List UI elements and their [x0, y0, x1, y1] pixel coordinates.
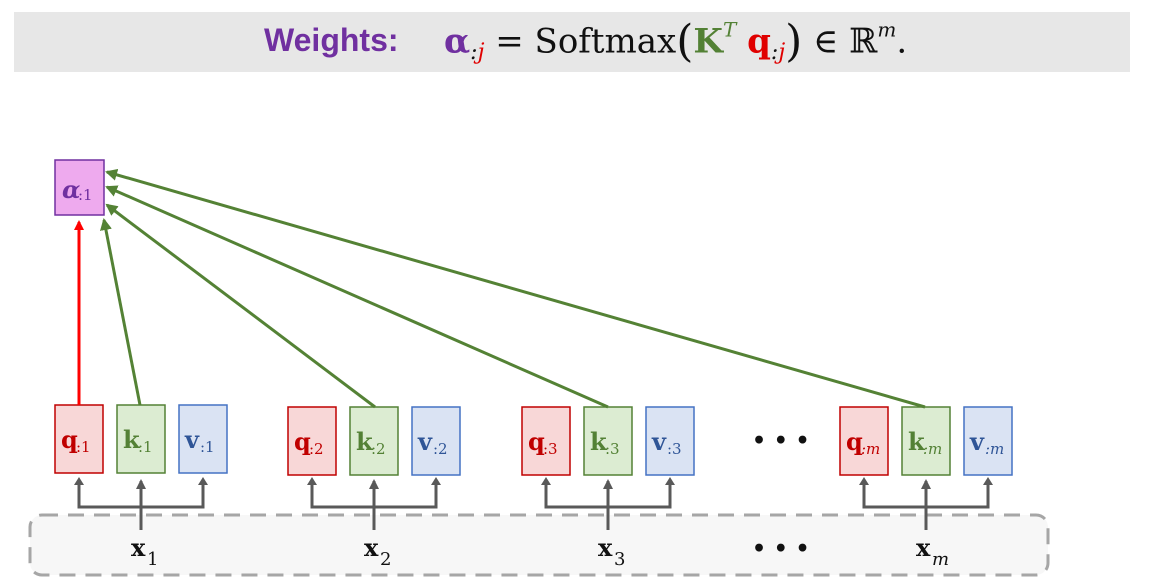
value-subscript-1: :1 — [200, 438, 215, 456]
value-box-3 — [645, 406, 695, 476]
formula-rparen: ) — [785, 16, 803, 67]
input-x-3: x — [598, 533, 613, 562]
value-symbol-1: v — [184, 425, 200, 454]
query-box-2 — [287, 406, 337, 476]
softmax-formula: α:j = Softmax(KT q:j) ∈ ℝm. — [444, 16, 907, 67]
input-arrowhead-value-1 — [198, 477, 208, 485]
key-subscript-2: :2 — [371, 440, 386, 458]
input-x-sub-4: m — [932, 549, 949, 570]
query-box-4 — [839, 406, 889, 476]
input-bracket-1 — [77, 481, 205, 509]
input-x-sub-1: 1 — [147, 549, 158, 570]
formula-q-sub: :j — [771, 40, 785, 65]
key-box-1 — [116, 404, 166, 474]
value-box-1 — [178, 404, 228, 474]
formula-softmax: = Softmax — [484, 21, 677, 62]
key3-to-alpha-arrow — [105, 185, 609, 409]
formula-alpha-sub: :j — [470, 40, 484, 65]
key-symbol-4: k — [908, 427, 926, 456]
qkv-group-4: q:m k:m v:mx m — [839, 406, 1013, 570]
query-subscript-1: :1 — [76, 438, 91, 456]
formula-j2: j — [778, 40, 786, 66]
input-arrowhead-value-3 — [665, 477, 675, 485]
value-symbol-3: v — [651, 427, 667, 456]
keym-to-alpha-arrow — [105, 168, 926, 409]
input-arrowhead-query-3 — [541, 477, 551, 485]
input-arrowhead-query-4 — [859, 477, 869, 485]
query-symbol-1: q — [61, 425, 78, 454]
key-subscript-4: :m — [923, 440, 942, 458]
formula-alpha: α — [444, 21, 471, 62]
input-bracket-3 — [544, 481, 672, 509]
alpha-box-sub: :1 — [78, 186, 93, 204]
formula-m: m — [877, 17, 897, 42]
input-x-sub-2: 2 — [380, 549, 391, 570]
formula-T: T — [722, 17, 737, 42]
key-subscript-1: :1 — [138, 438, 153, 456]
value-symbol-2: v — [417, 427, 433, 456]
key1-to-alpha-arrow — [100, 218, 142, 406]
qkv-groups: q:1 k:1 v:1x 1q:2 k:2 v:2x 2q:3 k:3 v:3x 3q:m k:m v… — [54, 404, 1013, 570]
key-symbol-2: k — [356, 427, 374, 456]
ellipsis-bottom: • • • — [752, 536, 810, 562]
key-box-4 — [901, 406, 951, 476]
key-subscript-3: :3 — [605, 440, 620, 458]
formula-K: K — [693, 21, 723, 62]
input-x-4: x — [916, 533, 931, 562]
input-arrowhead-query-2 — [307, 477, 317, 485]
query-subscript-4: :m — [861, 440, 880, 458]
qkv-group-3: q:3 k:3 v:3x 3 — [521, 406, 695, 570]
query-subscript-3: :3 — [543, 440, 558, 458]
formula-banner: Weights: α:j = Softmax(KT q:j) ∈ ℝm. — [14, 12, 1130, 72]
input-arrowhead-query-1 — [74, 477, 84, 485]
formula-q: q — [747, 21, 771, 62]
formula-colon2: : — [770, 40, 779, 66]
value-box-2 — [411, 406, 461, 476]
query-symbol-3: q — [528, 427, 545, 456]
weights-label: Weights: — [264, 22, 399, 58]
value-symbol-4: v — [969, 427, 985, 456]
key-symbol-3: k — [590, 427, 608, 456]
input-arrowhead-value-4 — [983, 477, 993, 485]
formula-in-reals: ∈ ℝ — [802, 21, 878, 62]
formula-j: j — [477, 40, 485, 66]
query-symbol-2: q — [294, 427, 311, 456]
input-arrowhead-value-2 — [431, 477, 441, 485]
query-subscript-2: :2 — [309, 440, 324, 458]
input-bracket-4 — [862, 481, 990, 509]
value-subscript-3: :3 — [667, 440, 682, 458]
alpha-box-symbol: α — [62, 175, 80, 204]
input-x-sub-3: 3 — [614, 549, 625, 570]
value-box-4 — [963, 406, 1013, 476]
key-symbol-1: k — [123, 425, 141, 454]
key2-to-alpha-arrow — [105, 203, 376, 409]
query-box-3 — [521, 406, 571, 476]
ellipsis-top: • • • — [752, 428, 810, 454]
input-container — [28, 513, 1050, 577]
formula-lparen: ( — [676, 16, 694, 67]
input-x-1: x — [131, 533, 146, 562]
formula-period: . — [896, 21, 908, 62]
alpha-box: α :1 — [54, 159, 105, 216]
input-x-2: x — [364, 533, 379, 562]
input-bracket-2 — [310, 481, 438, 509]
key-box-3 — [583, 406, 633, 476]
value-subscript-2: :2 — [433, 440, 448, 458]
formula-colon: : — [470, 40, 478, 66]
query-symbol-4: q — [846, 427, 863, 456]
value-subscript-4: :m — [985, 440, 1004, 458]
